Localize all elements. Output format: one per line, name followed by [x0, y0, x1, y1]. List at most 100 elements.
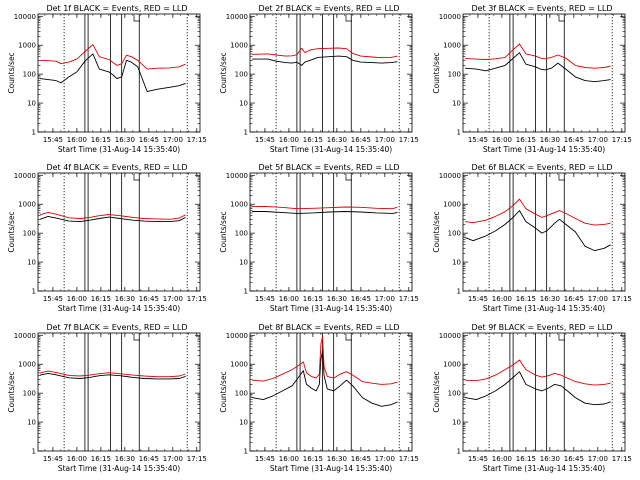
x-tick-label: 16:45	[139, 295, 159, 303]
x-tick-label: 16:15	[91, 295, 111, 303]
legend-box	[558, 334, 565, 341]
y-tick-label: 1000	[18, 361, 36, 369]
y-tick-label: 1000	[230, 201, 248, 209]
y-tick-label: 100	[23, 230, 36, 238]
y-tick-label: 1	[244, 288, 248, 296]
x-tick-label: 16:30	[540, 136, 560, 144]
y-tick-label: 100	[448, 390, 461, 398]
panel-title: Det 3f BLACK = Events, RED = LLD	[471, 4, 612, 13]
x-tick-label: 16:45	[351, 455, 371, 463]
x-tick-label: 17:15	[399, 295, 419, 303]
panel-title: Det 8f BLACK = Events, RED = LLD	[258, 323, 399, 332]
y-axis-label: Counts/sec	[219, 211, 228, 252]
plot-frame	[462, 13, 626, 133]
plot-frame	[37, 13, 201, 133]
x-tick-label: 17:00	[163, 136, 183, 144]
legend-box	[133, 334, 140, 341]
x-tick-label: 17:15	[187, 136, 207, 144]
x-tick-label: 17:00	[163, 455, 183, 463]
series-line-lld	[252, 336, 398, 385]
series-line-lld	[40, 44, 186, 70]
y-tick-label: 10	[452, 259, 461, 267]
series-line-events	[39, 215, 186, 223]
y-axis-label: Counts/sec	[432, 52, 441, 93]
y-axis-label: Counts/sec	[7, 52, 16, 93]
y-tick-label: 10	[239, 100, 248, 108]
x-tick-label: 16:15	[303, 295, 323, 303]
x-tick-label: 16:30	[327, 455, 347, 463]
x-tick-label: 16:30	[115, 136, 135, 144]
series-line-lld	[465, 43, 611, 69]
y-tick-label: 1	[244, 448, 248, 456]
x-axis-label: Start Time (31-Aug-14 15:35:40)	[483, 145, 605, 154]
x-axis-label: Start Time (31-Aug-14 15:35:40)	[58, 464, 180, 473]
y-tick-label: 100	[235, 390, 248, 398]
x-tick-label: 16:30	[327, 295, 347, 303]
x-tick-label: 17:15	[187, 455, 207, 463]
x-axis-label: Start Time (31-Aug-14 15:35:40)	[270, 304, 392, 313]
x-tick-label: 17:00	[588, 455, 608, 463]
x-tick-label: 17:15	[399, 136, 419, 144]
y-axis-label: Counts/sec	[7, 371, 16, 412]
y-tick-label: 1	[457, 129, 461, 137]
series-line-lld	[40, 370, 186, 378]
x-tick-label: 16:45	[351, 136, 371, 144]
y-tick-label: 100	[235, 71, 248, 79]
x-tick-label: 17:00	[588, 295, 608, 303]
plot-frame	[37, 332, 201, 452]
series-line-lld	[252, 205, 398, 210]
legend-box	[345, 15, 352, 22]
x-tick-label: 17:00	[375, 295, 395, 303]
x-tick-label: 16:15	[516, 455, 536, 463]
y-tick-label: 1000	[443, 42, 461, 50]
series-line-events	[465, 52, 611, 83]
y-tick-label: 100	[23, 71, 36, 79]
x-tick-label: 16:00	[67, 136, 87, 144]
y-tick-label: 10000	[226, 332, 248, 340]
series-line-events	[252, 350, 398, 407]
y-tick-label: 10000	[14, 13, 36, 21]
y-axis-label: Counts/sec	[219, 52, 228, 93]
plot-frame	[462, 332, 626, 452]
detector-panel: Det 6f BLACK = Events, RED = LLD 1 10 100 10…	[432, 163, 632, 313]
x-tick-label: 16:45	[564, 136, 584, 144]
y-axis-label: Counts/sec	[432, 211, 441, 252]
x-tick-label: 15:45	[43, 295, 63, 303]
y-tick-label: 1000	[18, 201, 36, 209]
x-tick-label: 16:30	[327, 136, 347, 144]
series-line-events	[40, 372, 186, 380]
y-tick-label: 1	[32, 129, 36, 137]
x-tick-label: 16:30	[115, 455, 135, 463]
x-tick-label: 15:45	[43, 455, 63, 463]
series-line-events	[40, 53, 186, 93]
x-tick-label: 16:00	[67, 295, 87, 303]
y-tick-label: 100	[448, 230, 461, 238]
y-tick-label: 1000	[443, 201, 461, 209]
plot-frame	[249, 172, 413, 292]
detector-panel: Det 1f BLACK = Events, RED = LLD 1 10 100 10…	[7, 4, 207, 154]
legend-box	[345, 334, 352, 341]
x-tick-label: 16:00	[492, 295, 512, 303]
y-tick-label: 10	[27, 419, 36, 427]
x-tick-label: 15:45	[468, 295, 488, 303]
y-tick-label: 10	[27, 259, 36, 267]
y-tick-label: 10000	[439, 332, 461, 340]
legend-box	[133, 15, 140, 22]
y-axis-label: Counts/sec	[432, 371, 441, 412]
y-tick-label: 1	[457, 448, 461, 456]
y-tick-label: 10000	[14, 172, 36, 180]
detector-panel: Det 5f BLACK = Events, RED = LLD 1 10 100 10…	[219, 163, 419, 313]
y-tick-label: 10000	[226, 13, 248, 21]
x-tick-label: 17:15	[612, 136, 632, 144]
x-tick-label: 16:00	[67, 455, 87, 463]
x-tick-label: 15:45	[468, 455, 488, 463]
legend-box	[558, 174, 565, 181]
x-tick-label: 16:45	[139, 455, 159, 463]
detector-panel: Det 2f BLACK = Events, RED = LLD 1 10 100 10…	[219, 4, 419, 154]
series-line-events	[464, 210, 611, 252]
x-tick-label: 16:30	[115, 295, 135, 303]
detector-panel: Det 9f BLACK = Events, RED = LLD 1 10 100 10…	[432, 323, 632, 473]
y-tick-label: 1	[32, 288, 36, 296]
x-tick-label: 16:45	[564, 295, 584, 303]
